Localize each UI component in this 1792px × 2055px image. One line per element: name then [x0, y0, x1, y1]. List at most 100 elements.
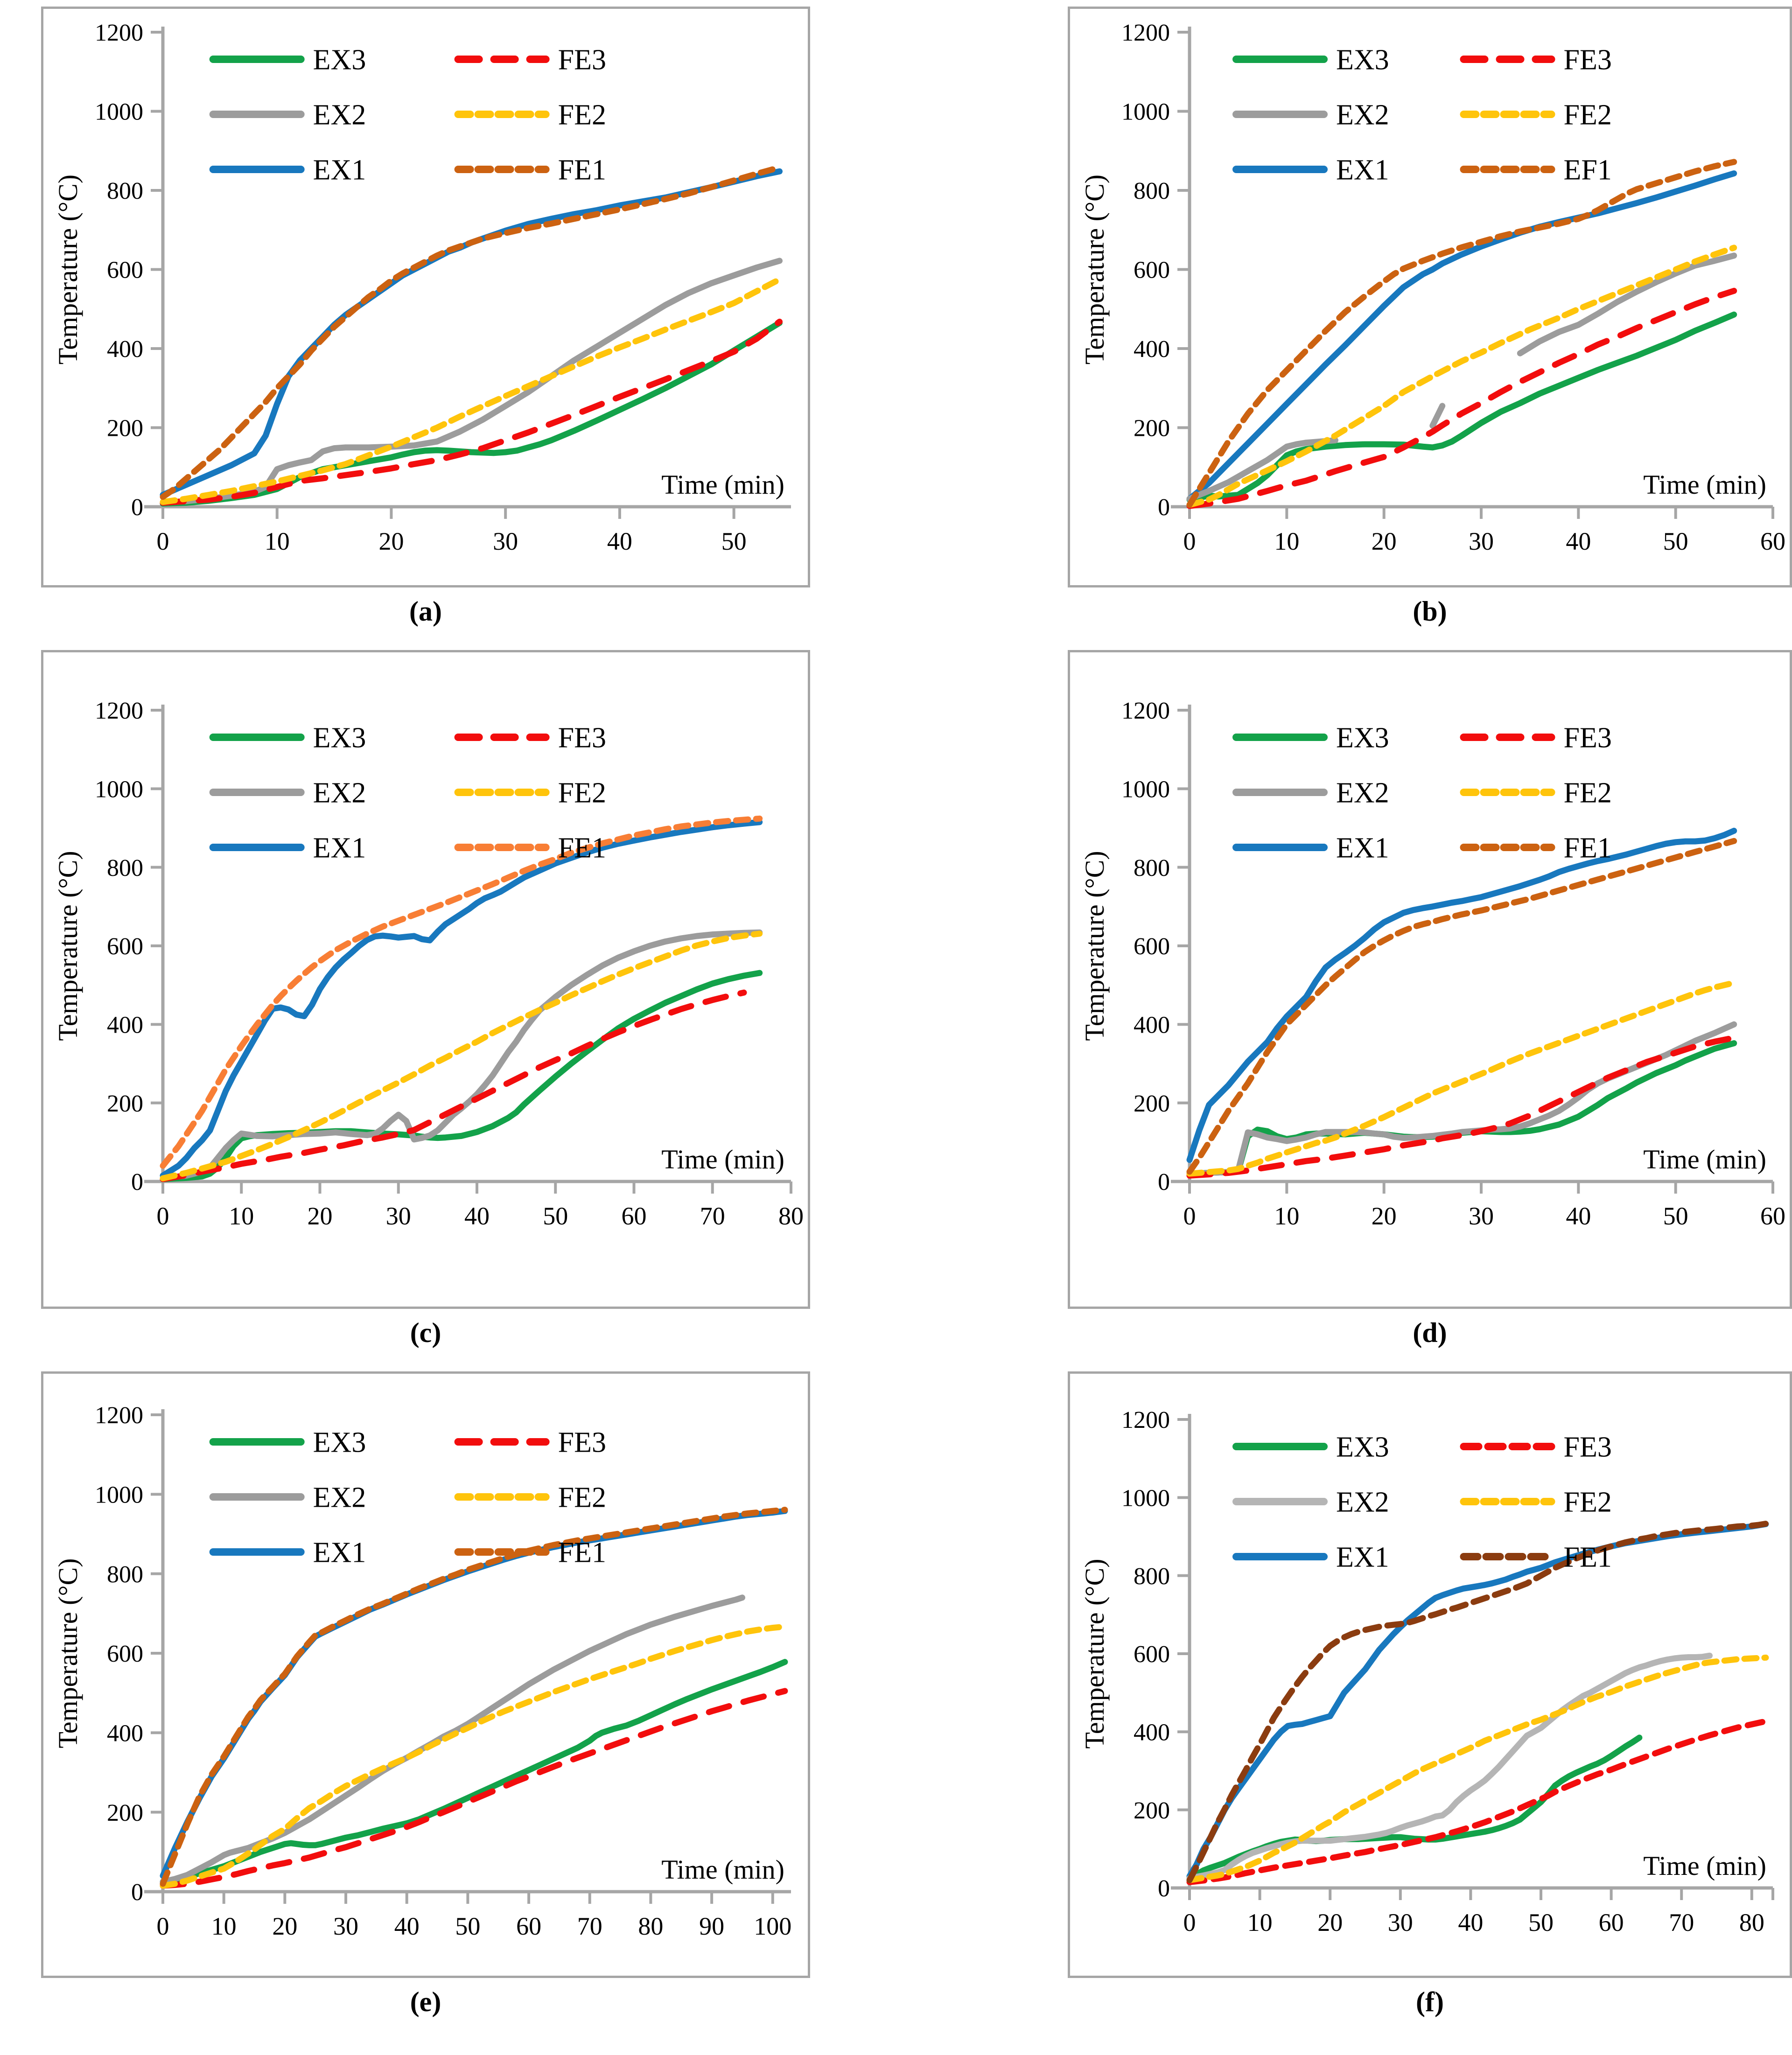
x-tick-label: 10 [265, 527, 290, 555]
series-FE1 [1186, 1520, 1769, 1883]
series-EX1 [1186, 827, 1737, 1163]
chart-c: 0 200 400 600 800 1000 1200 0 10 20 30 40 50 60 70 80 Te… [53, 698, 804, 1230]
x-tick-label: 20 [378, 527, 404, 555]
x-tick-label: 30 [1469, 1202, 1494, 1230]
y-tick-label: 1200 [1121, 698, 1170, 724]
x-tick-label: 0 [157, 527, 169, 555]
series-EX2 [1186, 1652, 1713, 1881]
legend-label-EX2: EX2 [1336, 1487, 1389, 1518]
y-tick-label: 200 [107, 415, 143, 442]
y-axis-title: Temperature (°C) [53, 175, 83, 364]
x-tick-label: 50 [721, 527, 747, 555]
panel-e: 0 200 400 600 800 1000 1200 0 10 20 30 40 50 60 70 80 90… [41, 1371, 810, 2018]
x-tick-label: 80 [778, 1202, 804, 1230]
legend-label-FE1: FE1 [558, 154, 606, 186]
legend-label-FE1: FE1 [1564, 1542, 1612, 1573]
y-axis-title: Temperature (°C) [1079, 851, 1110, 1041]
y-tick-label: 200 [1134, 1090, 1170, 1117]
y-tick-label: 400 [107, 1720, 143, 1747]
series-FE1 [160, 164, 783, 500]
y-tick-label: 200 [1134, 415, 1170, 442]
caption-f: (f) [1416, 1986, 1444, 2017]
y-axis-title: Temperature (°C) [1079, 1559, 1110, 1748]
y-tick-label: 1000 [95, 1482, 143, 1509]
chart-frame-a: 0 200 400 600 800 1000 1200 0 10 20 30 40 50 Temperat… [41, 7, 810, 587]
chart-e: 0 200 400 600 800 1000 1200 0 10 20 30 40 50 60 70 80 90… [53, 1402, 791, 1940]
y-tick-label: 400 [1134, 1012, 1170, 1039]
legend: EX3 EX2 EX1 FE3 FE2 EF1 [1232, 44, 1612, 186]
chart-d: 0 200 400 600 800 1000 1200 0 10 20 30 40 50 60 Temper… [1079, 698, 1785, 1230]
axes: 0 200 400 600 800 1000 1200 0 10 20 30 40 50 [95, 20, 791, 555]
x-tick-label: 70 [577, 1912, 602, 1940]
axes: 0 200 400 600 800 1000 1200 0 10 20 30 40 50 60 [1121, 698, 1785, 1230]
x-tick-label: 30 [493, 527, 518, 555]
x-tick-label: 60 [516, 1912, 541, 1940]
y-tick-label: 400 [1134, 336, 1170, 363]
series-FE2 [160, 1623, 788, 1889]
chart-a: 0 200 400 600 800 1000 1200 0 10 20 30 40 50 Temperat… [53, 20, 791, 555]
axes: 0 200 400 600 800 1000 1200 0 10 20 30 40 50 60 70 80 [95, 698, 804, 1230]
chart-f: 0 200 400 600 800 1000 1200 0 10 20 30 40 50 60 70 80 Te… [1079, 1407, 1774, 1936]
x-tick-label: 10 [1247, 1908, 1273, 1936]
legend-label-EX1: EX1 [1336, 832, 1389, 864]
figure-grid: 0 200 400 600 800 1000 1200 0 10 20 30 40 50 Temperat… [41, 7, 1792, 2018]
series-EX1 [160, 819, 763, 1179]
x-tick-label: 30 [386, 1202, 411, 1230]
y-tick-label: 0 [131, 1169, 143, 1195]
x-axis-title: Time (min) [1643, 469, 1766, 500]
axes: 0 200 400 600 800 1000 1200 0 10 20 30 40 50 60 [1121, 20, 1785, 555]
legend-label-EX2: EX2 [1336, 99, 1389, 131]
series-EX3 [160, 1659, 788, 1885]
x-tick-label: 60 [1760, 1202, 1785, 1230]
legend-label-EX3: EX3 [313, 1427, 366, 1459]
y-tick-label: 1000 [1121, 99, 1170, 126]
x-tick-label: 10 [211, 1912, 237, 1940]
legend-label-EX1: EX1 [1336, 154, 1389, 186]
legend-label-FE1: FE1 [558, 1537, 606, 1569]
series-lines [160, 1507, 788, 1889]
legend-label-FE1: FE1 [558, 832, 606, 864]
legend-label-EX3: EX3 [1336, 44, 1389, 76]
caption-a: (a) [409, 596, 442, 627]
y-tick-label: 600 [107, 933, 143, 960]
series-EX2 [160, 258, 783, 506]
y-tick-label: 800 [1134, 855, 1170, 881]
y-tick-label: 800 [107, 178, 143, 204]
y-tick-label: 200 [107, 1090, 143, 1117]
series-EX2 [1429, 403, 1446, 429]
caption-e: (e) [410, 1986, 441, 2017]
legend-label-FE3: FE3 [1564, 1432, 1612, 1463]
series-EX3 [160, 970, 763, 1182]
series-EX2 [1186, 437, 1338, 502]
legend-label-FE3: FE3 [1564, 722, 1612, 754]
series-EX2 [160, 929, 763, 1181]
series-FE2 [160, 930, 763, 1181]
legend-label-FE2: FE2 [558, 777, 606, 809]
legend-label-EF1: EF1 [1564, 154, 1612, 186]
legend-label-FE2: FE2 [1564, 1487, 1612, 1518]
caption-d: (d) [1413, 1317, 1447, 1348]
legend-label-EX2: EX2 [313, 99, 366, 131]
legend-label-EX2: EX2 [313, 777, 366, 809]
x-axis-title: Time (min) [1643, 1144, 1766, 1174]
legend-label-FE3: FE3 [1564, 44, 1612, 76]
axes: 0 200 400 600 800 1000 1200 0 10 20 30 40 50 60 70 80 90… [95, 1402, 791, 1940]
y-axis-title: Temperature (°C) [53, 1558, 83, 1748]
series-FE2 [160, 276, 783, 505]
y-tick-label: 400 [1134, 1719, 1170, 1746]
axes: 0 200 400 600 800 1000 1200 0 10 20 30 40 50 60 70 80 [1121, 1407, 1774, 1936]
y-tick-label: 0 [1158, 1169, 1170, 1195]
series-FE3 [1186, 287, 1737, 509]
x-tick-label: 60 [1599, 1908, 1624, 1936]
legend-label-FE2: FE2 [1564, 99, 1612, 131]
series-FE1 [160, 815, 763, 1169]
x-tick-label: 70 [1669, 1908, 1694, 1936]
chart-frame-d: 0 200 400 600 800 1000 1200 0 10 20 30 40 50 60 Temper… [1068, 650, 1792, 1309]
series-FE2 [1186, 979, 1737, 1177]
legend-label-FE1: FE1 [1564, 832, 1612, 864]
legend: EX3 EX2 EX1 FE3 FE2 FE1 [1232, 722, 1612, 864]
x-tick-label: 0 [1183, 527, 1196, 555]
panel-f: 0 200 400 600 800 1000 1200 0 10 20 30 40 50 60 70 80 Te… [1068, 1371, 1792, 2018]
y-tick-label: 200 [1134, 1797, 1170, 1824]
y-tick-label: 600 [1134, 933, 1170, 960]
